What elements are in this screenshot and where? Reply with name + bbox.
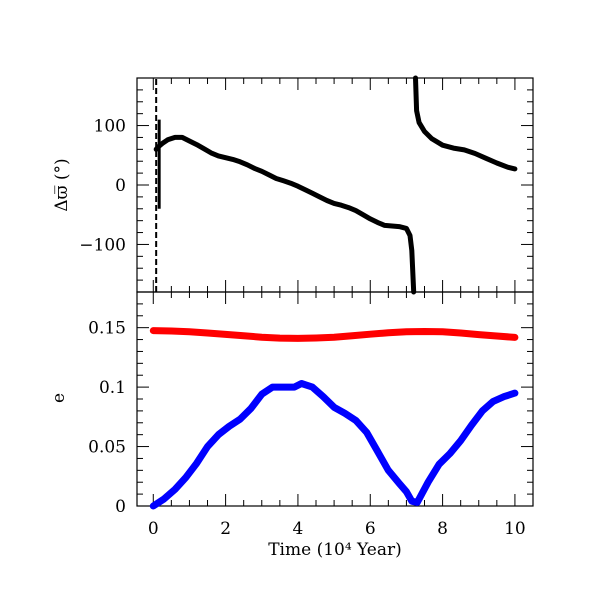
angle-panel-y-axis-label: Δϖ̅ (°): [52, 158, 72, 211]
eccentricity-series-line: [149, 327, 519, 342]
eccentricity-panel: 0 0.05 0.1 0.15 0 2 4 6 8 10 e Time (10⁴ Year): [49, 291, 534, 560]
eccentricity-panel-y-axis-label: e: [49, 393, 69, 403]
eccentricity-panel-series: [149, 327, 519, 510]
angle-panel-series: [153, 75, 518, 295]
angle-y-tick-label: 0: [115, 176, 126, 196]
angle-panel-ticks: [137, 77, 533, 293]
eccentricity-y-tick-label: 0.15: [88, 319, 126, 339]
angle-series-line: [413, 75, 518, 172]
angle-panel: −100 0 100 Δϖ̅ (°): [52, 75, 534, 295]
eccentricity-panel-x-tick-labels: 0 2 4 6 8 10: [148, 519, 526, 539]
angle-series-line: [153, 134, 417, 295]
x-tick-label: 6: [365, 519, 376, 539]
eccentricity-panel-ticks: [137, 291, 533, 507]
eccentricity-panel-y-tick-labels: 0 0.05 0.1 0.15: [88, 319, 126, 517]
x-tick-label: 10: [504, 519, 526, 539]
eccentricity-y-tick-label: 0.1: [99, 378, 126, 398]
eccentricity-series-line: [149, 380, 519, 510]
eccentricity-y-tick-label: 0.05: [88, 438, 126, 458]
x-tick-label: 0: [148, 519, 159, 539]
eccentricity-y-tick-label: 0: [115, 497, 126, 517]
x-tick-label: 4: [293, 519, 304, 539]
angle-y-tick-label: −100: [79, 235, 126, 255]
angle-panel-y-tick-labels: −100 0 100: [79, 117, 126, 256]
x-tick-label: 8: [437, 519, 448, 539]
x-axis-label: Time (10⁴ Year): [268, 540, 402, 560]
x-tick-label: 2: [220, 519, 231, 539]
angle-y-tick-label: 100: [94, 117, 126, 137]
